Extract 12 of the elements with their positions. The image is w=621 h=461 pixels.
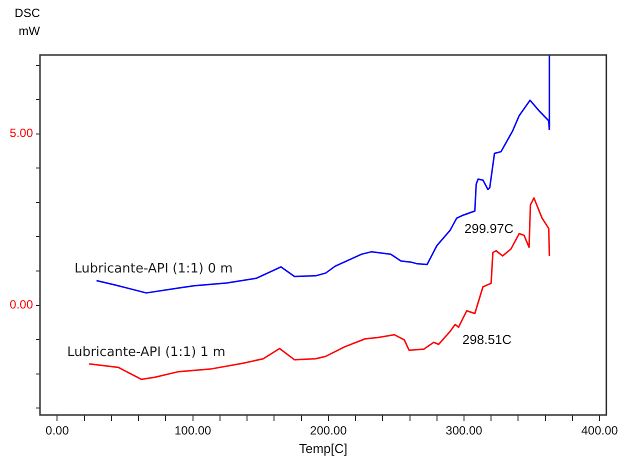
series-label: Lubricante-API (1:1) 1 m [67,344,226,360]
x-tick-label: 300.00 [446,424,483,438]
y-tick-label: 5.00 [10,126,34,140]
x-axis-title: Temp[C] [298,440,348,456]
y-axis-title: DSC mW [14,5,40,40]
x-tick-label: 400.00 [581,424,618,438]
x-tick-label: 0.00 [46,424,70,438]
annotation: 299.97C [464,221,514,236]
x-tick-label: 100.00 [174,424,212,438]
x-tick-label: 200.00 [310,424,348,438]
series-label: Lubricante-API (1:1) 0 m [74,261,233,276]
annotation: 298.51C [462,332,512,347]
